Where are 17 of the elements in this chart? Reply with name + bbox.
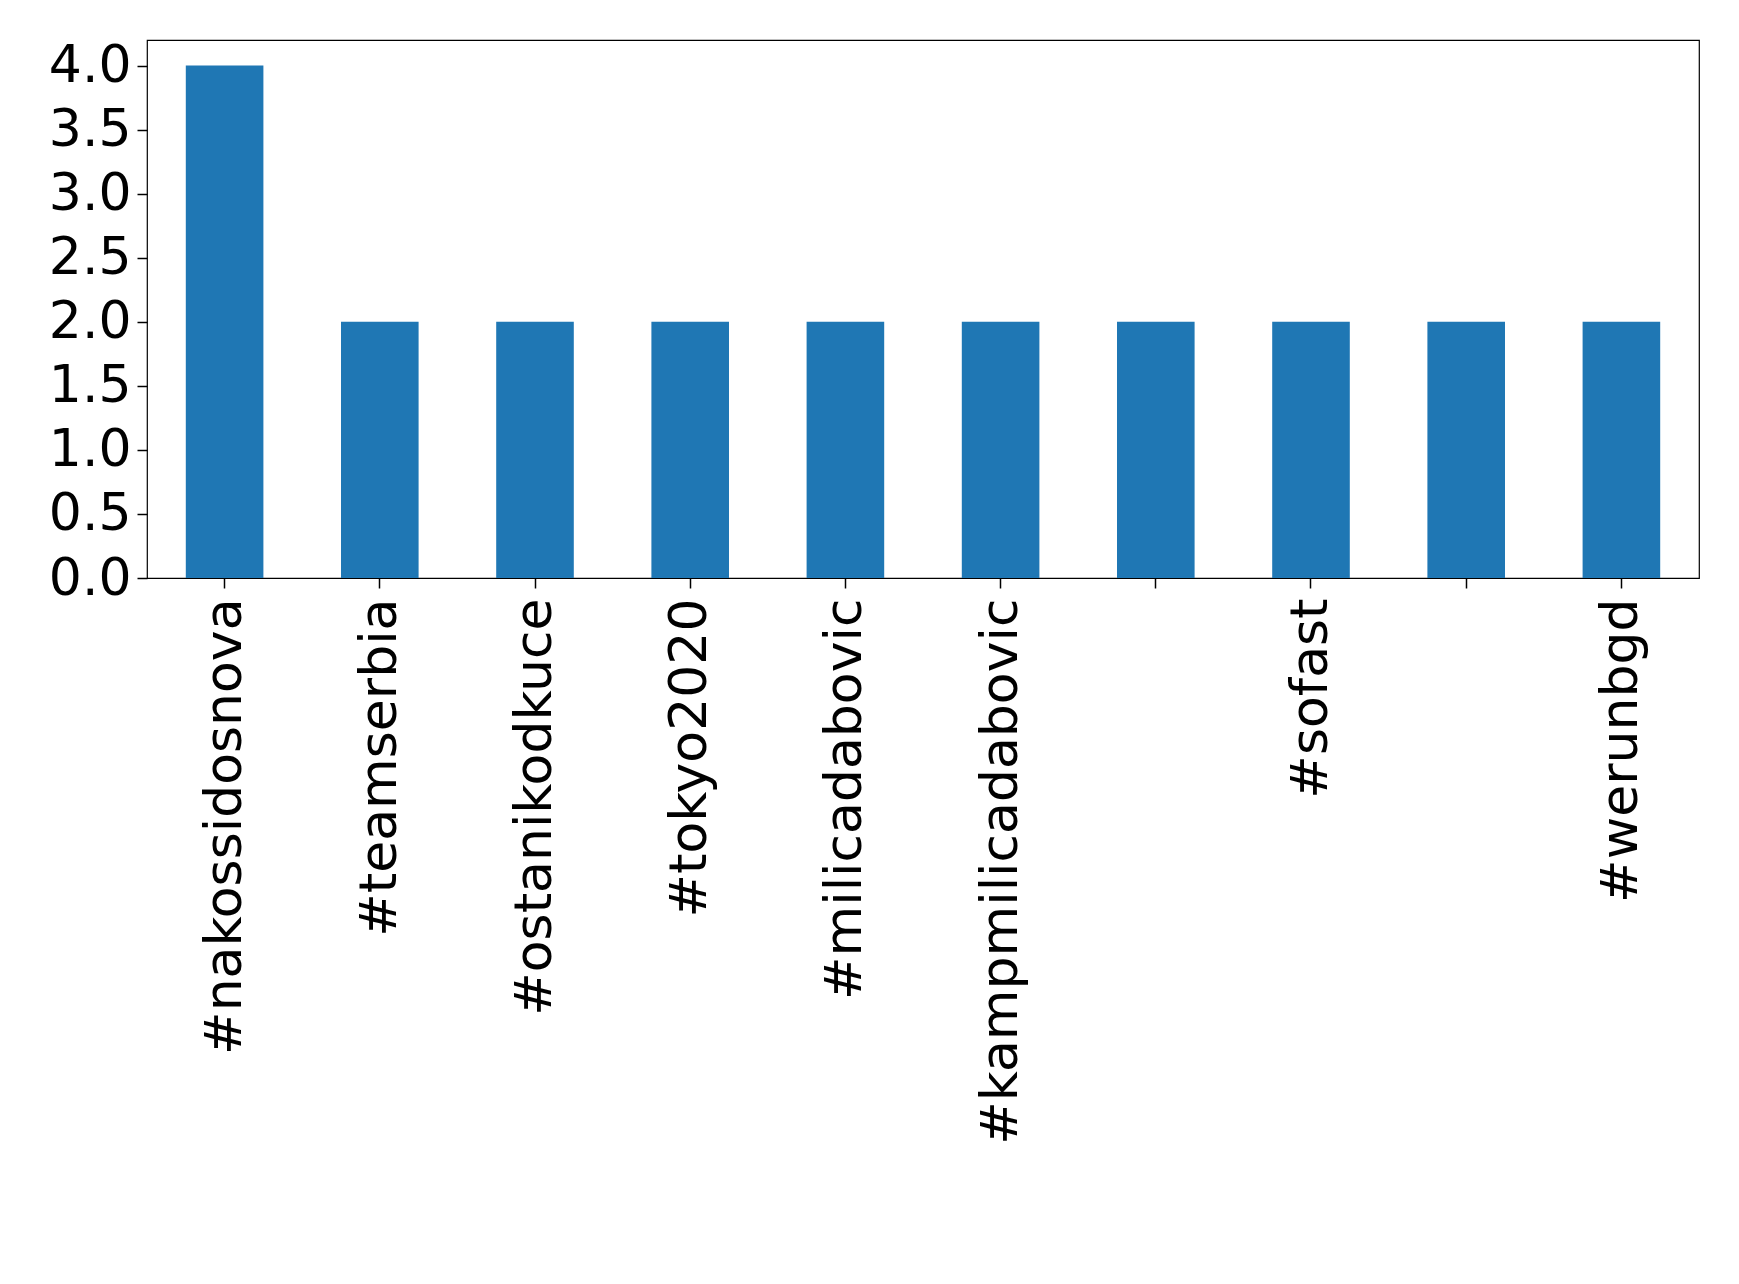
x-tick-label: #sofast [1279,598,1339,799]
x-tick-label: #ostanikodkuce [503,598,563,1016]
y-tick-label: 3.0 [48,162,132,223]
x-tick-label: #milicadabovic [813,598,874,1001]
y-tick-label: 2.5 [48,226,132,287]
x-tick-label: #tokyo2020 [658,598,719,918]
x-tick-label: #werunbgd [1589,598,1650,903]
x-tick-label: #nakossidosnova [192,598,253,1055]
x-tick-label: #kampmilicadabovic [968,598,1029,1145]
x-tick-label: #teamserbia [347,598,408,937]
y-tick-label: 2.0 [48,290,132,351]
y-tick-label: 3.5 [48,98,132,159]
y-tick-label: 4.0 [48,34,132,95]
y-tick-label: 1.5 [48,354,132,415]
y-tick-label: 0.0 [48,546,132,607]
y-tick-label: 1.0 [48,418,132,479]
y-tick-label: 0.5 [48,482,132,543]
